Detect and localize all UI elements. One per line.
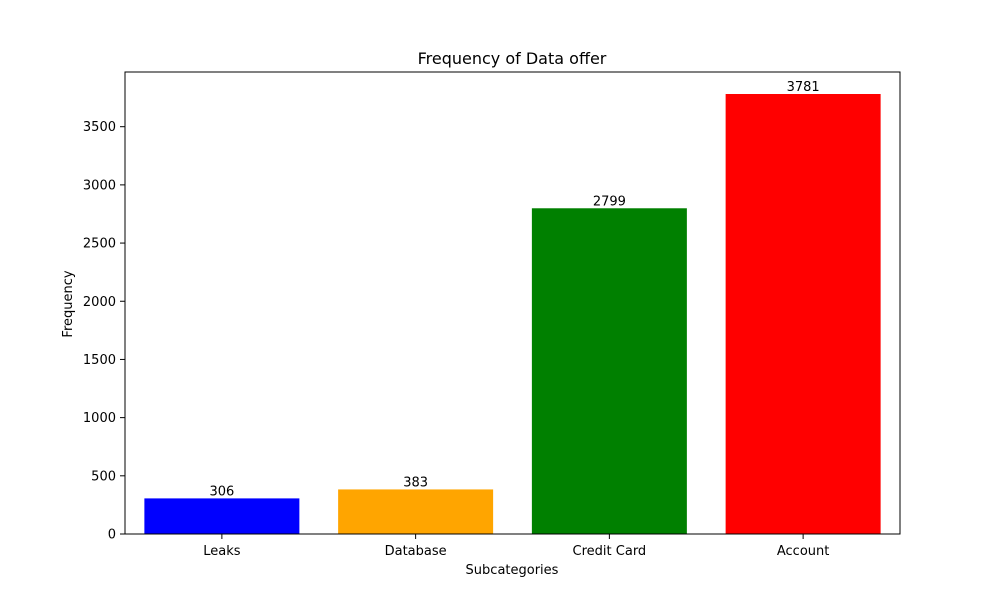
- y-tick-label: 500: [91, 469, 116, 484]
- chart-title: Frequency of Data offer: [418, 49, 607, 68]
- bar-account: [725, 93, 881, 535]
- y-tick-label: 2500: [83, 237, 116, 252]
- y-tick-label: 3500: [83, 120, 116, 135]
- y-tick-label: 0: [108, 528, 116, 543]
- x-axis-label: Subcategories: [466, 563, 559, 578]
- data-label: 2799: [593, 194, 626, 209]
- x-tick-label: Account: [777, 544, 830, 559]
- y-tick-label: 2000: [83, 295, 116, 310]
- x-tick-label: Leaks: [203, 544, 241, 559]
- x-tick-label: Credit Card: [573, 544, 647, 559]
- y-tick-label: 3000: [83, 178, 116, 193]
- y-tick-label: 1500: [83, 353, 116, 368]
- data-label: 306: [209, 484, 234, 499]
- data-label: 383: [403, 475, 428, 490]
- bar-leaks: [144, 498, 300, 534]
- y-axis-label: Frequency: [61, 270, 76, 337]
- data-label: 3781: [787, 80, 820, 95]
- plot-area: 306 Leaks 383 Database 2799 Credit Card 3781 Ac…: [83, 71, 901, 559]
- bar-database: [338, 489, 494, 534]
- bar-credit-card: [531, 208, 687, 535]
- y-tick-label: 1000: [83, 411, 116, 426]
- x-tick-label: Database: [385, 544, 447, 559]
- plot-frame: [124, 71, 901, 535]
